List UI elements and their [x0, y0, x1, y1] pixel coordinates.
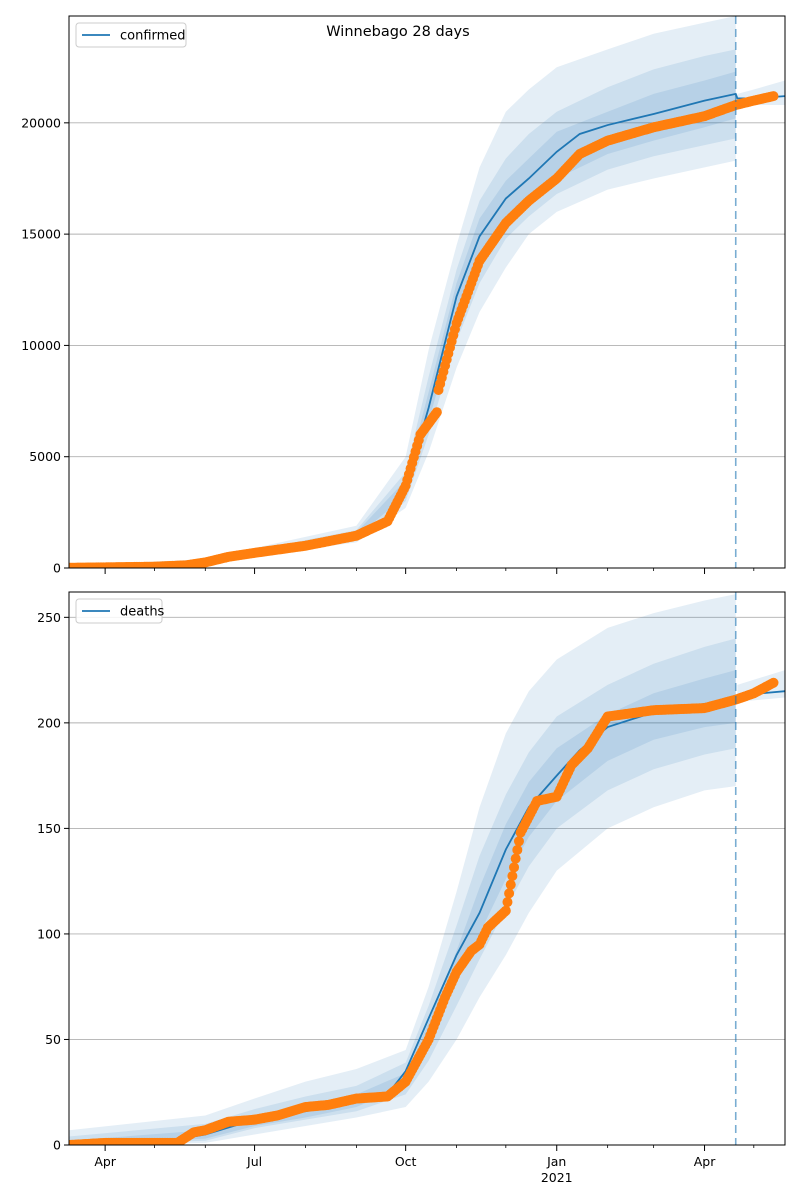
data-point: [502, 897, 513, 908]
confidence-band-3: [69, 670, 736, 1145]
x-year-label: 2021: [541, 1170, 573, 1185]
data-point: [513, 836, 524, 847]
confidence-band-1: [69, 16, 736, 568]
y-tick-label: 250: [37, 610, 61, 625]
legend: confirmed: [75, 22, 187, 48]
panel-1: 0 5000 10000 15000 20000 confirmed: [21, 15, 786, 576]
legend-label: confirmed: [120, 29, 186, 44]
panel-2: 0 50 100 150 200 250 Apr Jul Oct Jan Apr 2021 deaths: [37, 591, 786, 1185]
y-tick-label: 50: [45, 1032, 61, 1047]
y-tick-label: 0: [53, 1138, 61, 1153]
data-point: [768, 677, 779, 688]
data-point: [510, 853, 521, 864]
data-point: [431, 407, 442, 418]
series-points-observed-deaths: [69, 677, 779, 1145]
plot-area: [69, 592, 785, 1145]
confidence-band-1: [69, 594, 736, 1145]
plot-area: [69, 16, 785, 568]
legend-box: [75, 598, 163, 624]
axes-frame: [68, 15, 786, 569]
confidence-band-2: [69, 49, 736, 568]
data-point: [504, 888, 515, 899]
y-tick-label: 5000: [29, 449, 61, 464]
x-tick-label: Apr: [94, 1154, 116, 1169]
y-tick-label: 20000: [21, 115, 61, 130]
x-tick-label: Oct: [395, 1154, 417, 1169]
y-tick-label: 150: [37, 821, 61, 836]
data-point: [507, 871, 518, 881]
data-point: [512, 844, 523, 855]
y-tick-label: 0: [53, 561, 61, 576]
data-point: [509, 862, 520, 873]
y-tick-label: 100: [37, 926, 61, 941]
data-point: [500, 905, 511, 916]
x-tick-label: Jul: [246, 1154, 262, 1169]
y-tick-label: 15000: [21, 227, 61, 242]
axes-frame: [68, 591, 786, 1146]
y-tick-label: 10000: [21, 338, 61, 353]
legend-box: [75, 22, 187, 48]
x-tick-label: Apr: [694, 1154, 716, 1169]
legend-label: deaths: [120, 605, 165, 620]
x-tick-label: Jan: [546, 1154, 566, 1169]
legend: deaths: [75, 598, 165, 624]
data-point: [768, 91, 779, 102]
figure-title: Winnebago 28 days: [326, 24, 469, 40]
data-point: [505, 879, 516, 890]
y-tick-label: 200: [37, 715, 61, 730]
series-points-observed-confirmed: [69, 91, 779, 568]
